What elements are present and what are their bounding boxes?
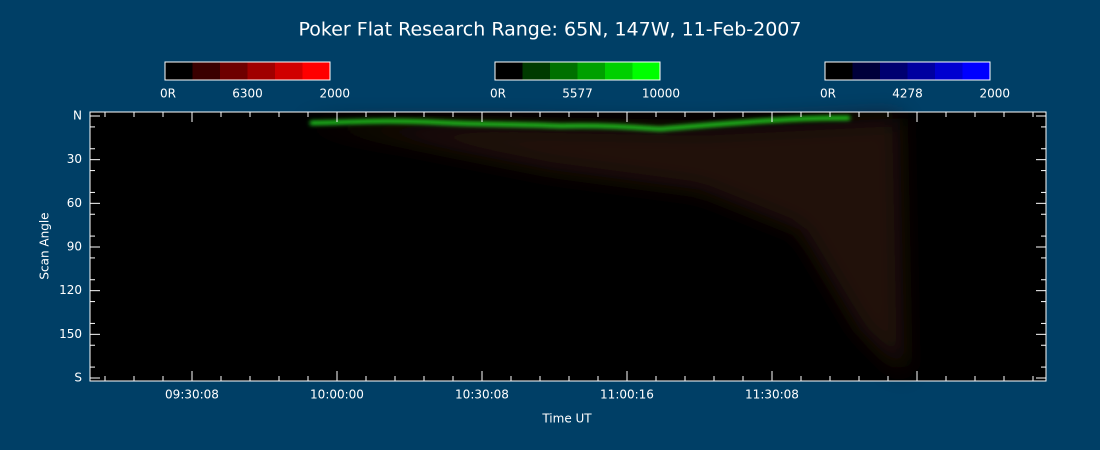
x-tick-label: 11:00:16 [600, 388, 654, 402]
colorbar-label: 0R [160, 87, 176, 101]
colorbar-swatch [275, 62, 303, 80]
colorbar-swatch [852, 62, 881, 80]
red-emission [300, 118, 905, 375]
y-tick-label: 120 [59, 283, 82, 297]
colorbar-swatch [962, 62, 991, 80]
title: Poker Flat Research Range: 65N, 147W, 11… [299, 19, 802, 41]
y-tick-label: 60 [67, 196, 82, 210]
y-tick-label: 90 [67, 240, 82, 254]
colorbar-label: 2000 [319, 87, 350, 101]
colorbar-swatch [605, 62, 633, 80]
colorbar-swatch [247, 62, 276, 80]
colorbar-swatch [495, 62, 523, 80]
y-axis-label: Scan Angle [38, 212, 52, 279]
y-tick-label: N [73, 109, 82, 123]
green-arc [309, 116, 851, 132]
colorbar-frame [824, 61, 991, 81]
colorbar-frame [494, 61, 661, 81]
colorbar-label: 4278 [892, 87, 923, 101]
keogram-image [89, 111, 1047, 382]
colorbar-label: 0R [820, 87, 836, 101]
y-tick-label: S [74, 371, 82, 385]
x-tick-label: 11:30:08 [745, 388, 799, 402]
colorbar-swatch [522, 62, 551, 80]
colorbar-swatch [550, 62, 578, 80]
y-tick-label: 30 [67, 152, 82, 166]
colorbar-swatch [165, 62, 193, 80]
x-axis-label: Time UT [541, 412, 592, 426]
x-tick-label: 10:30:08 [455, 388, 509, 402]
colorbar-label: 2000 [979, 87, 1010, 101]
colorbar-swatch [907, 62, 936, 80]
x-tick-label: 09:30:08 [165, 388, 219, 402]
y-tick-label: 150 [59, 327, 82, 341]
colorbar-label: 10000 [642, 87, 680, 101]
colorbar-label: 6300 [232, 87, 263, 101]
colorbar-frame [164, 61, 331, 81]
colorbar-swatch [825, 62, 853, 80]
colorbar-swatch [632, 62, 661, 80]
colorbar-swatch [577, 62, 606, 80]
colorbar-swatch [302, 62, 331, 80]
x-tick-label: 10:00:00 [310, 388, 364, 402]
colorbar-swatch [880, 62, 908, 80]
colorbar-swatch [220, 62, 248, 80]
colorbar-swatch [192, 62, 221, 80]
colorbar-swatch [935, 62, 963, 80]
colorbar-label: 0R [490, 87, 506, 101]
colorbar-label: 5577 [562, 87, 593, 101]
